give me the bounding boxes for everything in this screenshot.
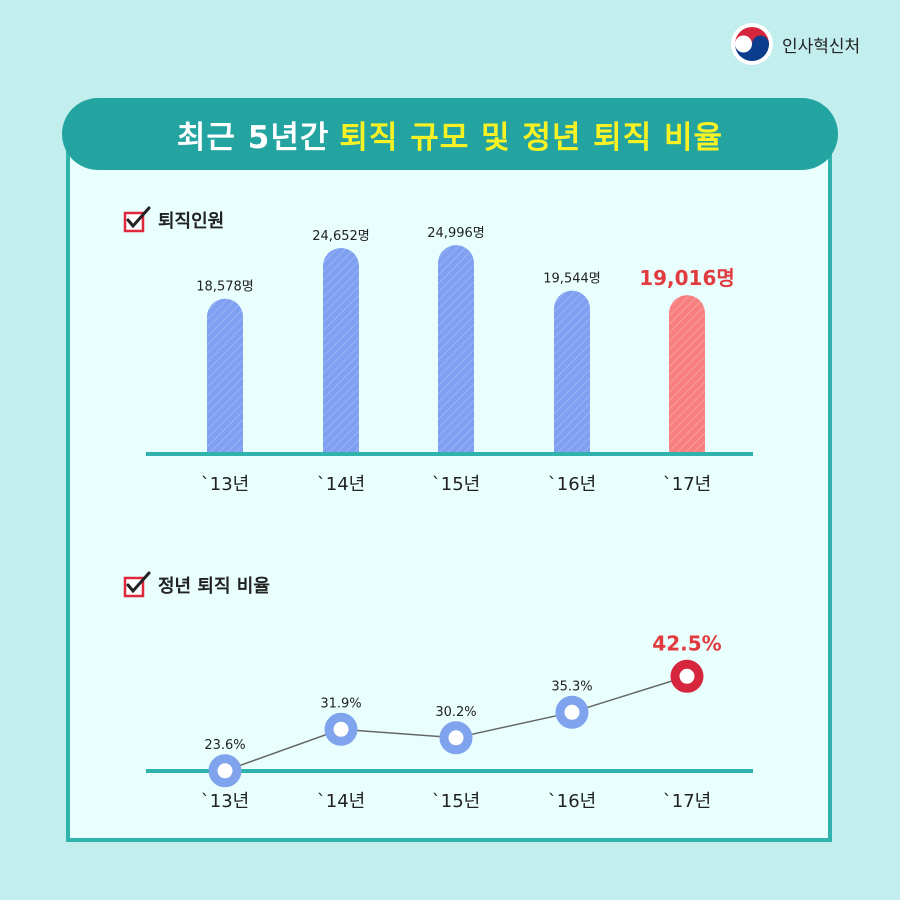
brand-logo: 인사혁신처 (730, 22, 880, 66)
bar-value-label: 19,016명 (639, 266, 735, 290)
line-tick-label: `15년 (432, 791, 480, 812)
section-retirees-label: 퇴직인원 (158, 211, 225, 232)
line-tick-label: `14년 (317, 791, 365, 812)
point-value-label: 35.3% (551, 679, 592, 694)
data-point-2 (439, 721, 473, 755)
bar-tick-label: `16년 (548, 474, 596, 495)
bar-value-label: 24,652명 (312, 229, 369, 244)
section-retirement-ratio: 정년 퇴직 비율 (122, 570, 270, 600)
point-value-label: 31.9% (320, 696, 361, 711)
checkbox-checked-icon (123, 571, 151, 598)
point-value-label: 23.6% (204, 738, 245, 753)
bar-3 (554, 290, 590, 454)
data-point-0 (208, 754, 242, 788)
bar-0 (207, 298, 243, 454)
title-part1: 최근 5년간 (176, 119, 330, 156)
bar-1 (323, 247, 359, 454)
line-tick-label: `13년 (201, 791, 249, 812)
page-title: 최근 5년간 퇴직 규모 및 정년 퇴직 비율 (62, 98, 838, 170)
point-value-label: 30.2% (435, 705, 476, 720)
bar-2 (438, 245, 474, 454)
data-point-4 (670, 659, 704, 693)
bar-tick-label: `14년 (317, 474, 365, 495)
brand-name: 인사혁신처 (782, 36, 861, 57)
data-point-3 (555, 695, 589, 729)
bar-value-label: 18,578명 (196, 280, 253, 295)
line-tick-label: `16년 (548, 791, 596, 812)
bar-value-label: 24,996명 (427, 226, 484, 241)
line-chart: 23.6% 31.9% 30.2% 35.3% 42.5% `13년 `14년 `15년 `16… (146, 631, 753, 812)
bar-tick-label: `13년 (201, 474, 249, 495)
bar-tick-label: `15년 (432, 474, 480, 495)
bar-value-label: 19,544명 (543, 272, 600, 287)
section-ratio-label: 정년 퇴직 비율 (158, 576, 270, 597)
data-point-1 (324, 712, 358, 746)
point-value-label: 42.5% (652, 631, 721, 655)
bar-4 (669, 295, 705, 454)
title-part2: 퇴직 규모 및 정년 퇴직 비율 (339, 119, 724, 156)
bar-tick-label: `17년 (663, 474, 711, 495)
taegeuk-icon (731, 23, 773, 65)
section-retirees: 퇴직인원 (122, 205, 224, 235)
bar-chart: 18,578명 24,652명 24,996명 19,544명 19,016명 `13년 `… (146, 226, 753, 495)
checkbox-checked-icon (123, 206, 151, 233)
line-tick-label: `17년 (663, 791, 711, 812)
